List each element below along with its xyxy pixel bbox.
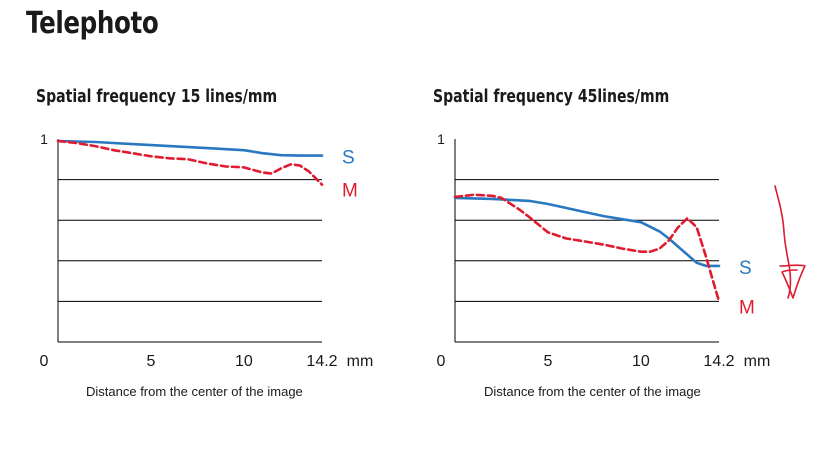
chart-0-x-tick-label: 14.2 [306, 353, 337, 370]
chart-0-y-tick-label: 1 [40, 131, 48, 147]
chart-0-x-tick-label: 0 [40, 353, 49, 370]
chart-1-x-unit-label: mm [744, 353, 771, 370]
annotation-arrow-head [779, 264, 806, 299]
chart-1-x-tick-label: 5 [544, 353, 553, 370]
chart-1-x-tick-label: 10 [632, 353, 650, 370]
chart-1-series-m-line [453, 193, 721, 303]
annotation-arrow-shaft [774, 185, 792, 299]
chart-1-x-tick-label: 0 [437, 353, 446, 370]
chart-0-series-m-line [56, 139, 324, 186]
chart-0-x-unit-label: mm [347, 353, 374, 370]
chart-0-series-s-line [56, 139, 324, 157]
chart-0-legend-s: S [342, 148, 355, 169]
chart-1-legend-m: M [739, 297, 755, 318]
chart-0-legend-m: M [342, 181, 358, 202]
chart-0-x-tick-label: 5 [147, 353, 156, 370]
chart-1-y-tick-label: 1 [437, 131, 445, 147]
chart-1-x-tick-label: 14.2 [703, 353, 734, 370]
chart-title-45-lines: Spatial frequency 45lines/mm [433, 86, 670, 107]
page-title: Telephoto [26, 6, 159, 41]
chart-1-legend-s: S [739, 258, 752, 279]
x-axis-caption-left: Distance from the center of the image [86, 384, 303, 399]
chart-title-15-lines: Spatial frequency 15 lines/mm [36, 86, 278, 107]
chart-1-series-s-line [453, 196, 721, 268]
chart-0-x-tick-label: 10 [235, 353, 253, 370]
x-axis-caption-right: Distance from the center of the image [484, 384, 701, 399]
